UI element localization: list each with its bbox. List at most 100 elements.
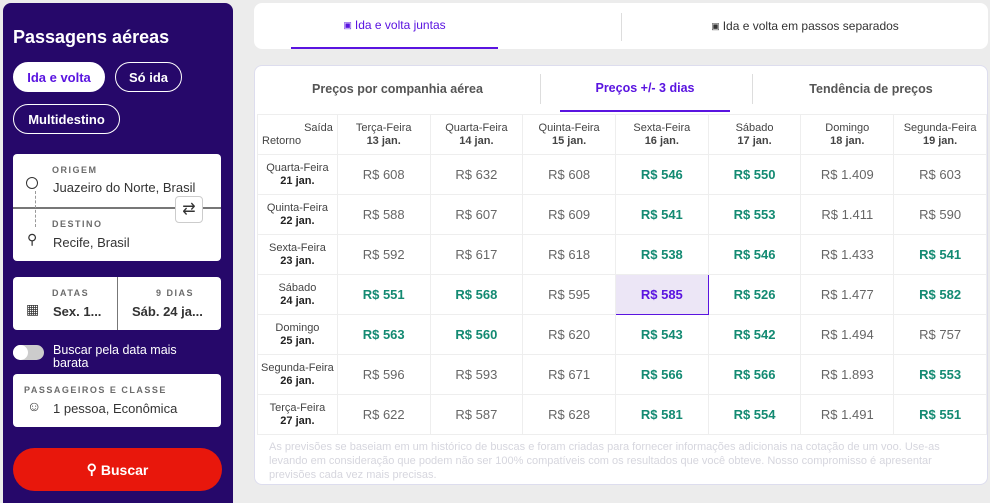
price-cell[interactable]: R$ 596 — [336, 354, 431, 395]
price-cell[interactable]: R$ 1.893 — [800, 354, 895, 395]
trip-type-one-way[interactable]: Só ida — [115, 62, 182, 92]
search-button[interactable]: ⚲ Buscar — [13, 448, 222, 491]
column-date: 18 jan. — [830, 134, 865, 147]
price-cell[interactable]: R$ 609 — [522, 194, 616, 235]
price-cell[interactable]: R$ 622 — [336, 394, 431, 435]
column-header: Sexta-Feira 16 jan. — [614, 114, 709, 155]
price-cell[interactable]: R$ 618 — [522, 234, 616, 275]
price-cell[interactable]: R$ 568 — [429, 274, 524, 315]
price-cell[interactable]: R$ 587 — [429, 394, 524, 435]
price-cell[interactable]: R$ 632 — [429, 154, 524, 195]
trip-type-round-trip[interactable]: Ida e volta — [13, 62, 105, 92]
price-cell[interactable]: R$ 1.494 — [800, 314, 895, 355]
price-cell[interactable]: R$ 1.411 — [800, 194, 895, 235]
location-pin-icon: ⚲ — [27, 231, 38, 247]
price-cell[interactable]: R$ 617 — [429, 234, 524, 275]
corner-departure: Saída — [304, 121, 333, 134]
ticket-icon: ▣ — [711, 20, 720, 31]
price-cell[interactable]: R$ 603 — [893, 154, 987, 195]
route-line — [35, 191, 36, 227]
price-cell[interactable]: R$ 551 — [893, 394, 987, 435]
price-cell[interactable]: R$ 620 — [522, 314, 616, 355]
ticket-icon: ▣ — [343, 19, 352, 30]
column-header: Quinta-Feira 15 jan. — [522, 114, 616, 155]
price-cell[interactable]: R$ 607 — [429, 194, 524, 235]
row-day: Sexta-Feira — [268, 241, 326, 254]
price-cell[interactable]: R$ 538 — [614, 234, 709, 275]
tab-round-trip-together[interactable]: ▣ Ida e volta juntas — [291, 3, 498, 49]
depart-date-field[interactable]: DATAS ▦ Sex. 1... — [13, 277, 118, 330]
price-cell[interactable]: R$ 590 — [893, 194, 987, 235]
price-cell[interactable]: R$ 546 — [707, 234, 802, 275]
cheapest-date-label: Buscar pela data mais barata — [53, 343, 177, 370]
price-cell[interactable]: R$ 566 — [614, 354, 709, 395]
price-cell[interactable]: R$ 671 — [522, 354, 616, 395]
price-cell[interactable]: R$ 563 — [336, 314, 431, 355]
search-icon: ⚲ — [86, 461, 97, 477]
column-date: 16 jan. — [644, 134, 679, 147]
column-date: 17 jan. — [737, 134, 772, 147]
price-cell[interactable]: R$ 1.433 — [800, 234, 895, 275]
table-row: Sexta-Feira 23 jan. R$ 592 R$ 617 R$ 618 R$ 5… — [257, 234, 987, 275]
price-cell[interactable]: R$ 581 — [614, 394, 709, 435]
row-day: Sábado — [278, 281, 317, 294]
price-cell[interactable]: R$ 593 — [429, 354, 524, 395]
destination-field[interactable]: DESTINO ⚲ Recife, Brasil — [13, 209, 221, 261]
price-cell[interactable]: R$ 588 — [336, 194, 431, 235]
row-date: 26 jan. — [280, 374, 315, 387]
price-matrix: Saída Retorno Terça-Feira 13 jan. Quarta-Fei… — [257, 114, 987, 435]
swap-button[interactable]: ⇄ — [175, 196, 203, 223]
column-day: Segunda-Feira — [903, 121, 977, 134]
tab-prices-by-airline[interactable]: Preços por companhia aérea — [312, 82, 483, 96]
return-date-field[interactable]: 9 DIAS Sáb. 24 ja... — [119, 277, 221, 330]
tab-label: Ida e volta em passos separados — [722, 19, 899, 33]
price-cell[interactable]: R$ 551 — [336, 274, 431, 315]
price-cell[interactable]: R$ 553 — [893, 354, 987, 395]
table-row: Quarta-Feira 21 jan. R$ 608 R$ 632 R$ 608 R$ … — [257, 154, 987, 195]
price-cell[interactable]: R$ 566 — [707, 354, 802, 395]
price-cell[interactable]: R$ 628 — [522, 394, 616, 435]
price-cell[interactable]: R$ 608 — [336, 154, 431, 195]
sidebar-title: Passagens aéreas — [13, 27, 170, 47]
column-header: Segunda-Feira 19 jan. — [893, 114, 987, 155]
cheapest-date-toggle[interactable] — [13, 345, 44, 360]
price-cell[interactable]: R$ 526 — [707, 274, 802, 315]
table-row: Terça-Feira 27 jan. R$ 622 R$ 587 R$ 628 R$ 5… — [257, 394, 987, 435]
row-day: Segunda-Feira — [261, 361, 334, 374]
price-cell[interactable]: R$ 592 — [336, 234, 431, 275]
price-cell[interactable]: R$ 1.491 — [800, 394, 895, 435]
price-cell[interactable]: R$ 560 — [429, 314, 524, 355]
column-day: Domingo — [825, 121, 870, 134]
tab-prices-3-days[interactable]: Preços +/- 3 dias — [560, 66, 730, 112]
price-cell[interactable]: R$ 608 — [522, 154, 616, 195]
price-cell[interactable]: R$ 541 — [614, 194, 709, 235]
calendar-icon: ▦ — [26, 301, 40, 317]
price-cell[interactable]: R$ 543 — [614, 314, 709, 355]
row-header: Sexta-Feira 23 jan. — [257, 234, 338, 275]
price-cell[interactable]: R$ 1.477 — [800, 274, 895, 315]
column-date: 14 jan. — [459, 134, 494, 147]
header-row: Saída Retorno Terça-Feira 13 jan. Quarta-Fei… — [257, 114, 987, 155]
price-cell[interactable]: R$ 595 — [522, 274, 616, 315]
passengers-label: PASSAGEIROS E CLASSE — [24, 385, 167, 395]
price-cell[interactable]: R$ 757 — [893, 314, 987, 355]
price-cell[interactable]: R$ 1.409 — [800, 154, 895, 195]
price-cell[interactable]: R$ 542 — [707, 314, 802, 355]
passengers-value: 1 pessoa, Econômica — [53, 401, 178, 416]
passengers-field[interactable]: PASSAGEIROS E CLASSE ☺ 1 pessoa, Econômi… — [13, 374, 221, 427]
trip-type-multi-city[interactable]: Multidestino — [13, 104, 120, 134]
price-cell[interactable]: R$ 541 — [893, 234, 987, 275]
divider — [621, 13, 622, 41]
depart-value: Sex. 1... — [53, 304, 102, 319]
price-cell[interactable]: R$ 554 — [707, 394, 802, 435]
price-cell[interactable]: R$ 550 — [707, 154, 802, 195]
price-cell[interactable]: R$ 546 — [614, 154, 709, 195]
selected-price-cell[interactable]: R$ 585 — [614, 274, 709, 315]
tab-price-trend[interactable]: Tendência de preços — [809, 82, 933, 96]
price-cell[interactable]: R$ 582 — [893, 274, 987, 315]
row-day: Domingo — [275, 321, 320, 334]
price-cell[interactable]: R$ 553 — [707, 194, 802, 235]
tab-separate-steps[interactable]: ▣ Ida e volta em passos separados — [622, 3, 988, 49]
origin-field[interactable]: ORIGEM Juazeiro do Norte, Brasil — [13, 154, 221, 208]
search-label: Buscar — [100, 461, 149, 478]
